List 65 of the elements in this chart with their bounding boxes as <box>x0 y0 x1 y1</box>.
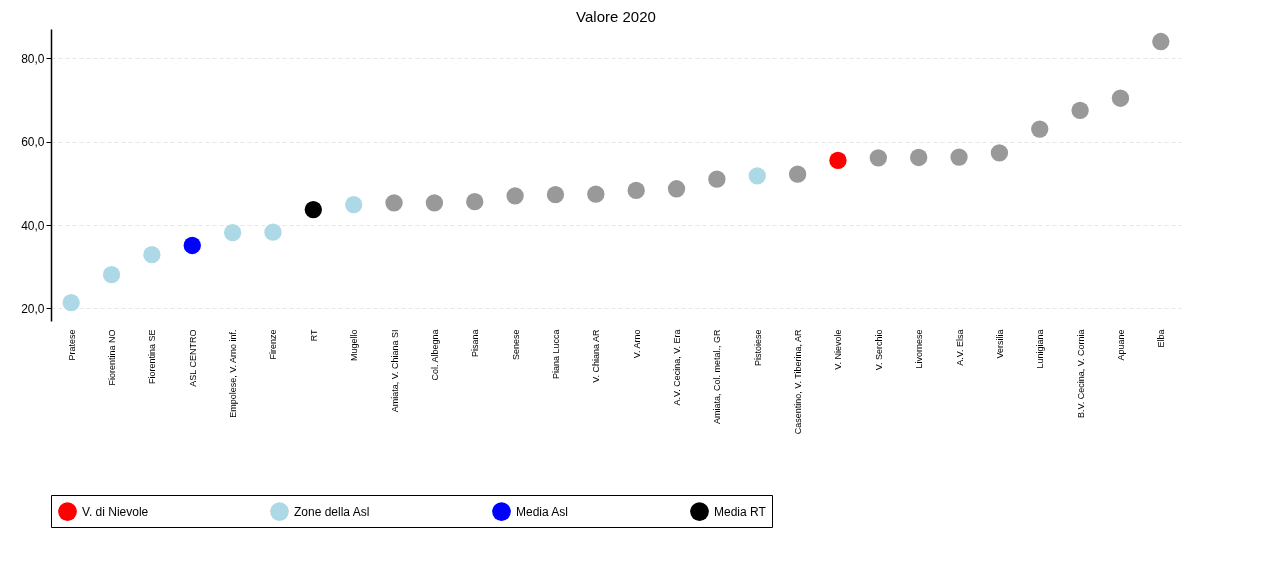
point <box>102 266 121 284</box>
point <box>264 223 282 241</box>
x-tick-label: Versilia <box>994 329 1005 359</box>
y-tick-label: 40,0 <box>21 218 45 233</box>
point <box>667 180 686 198</box>
point <box>587 185 605 203</box>
y-tick-label: 60,0 <box>21 135 45 150</box>
x-tick-label: Amiata, Col. metal., GR <box>712 329 723 425</box>
point <box>506 187 524 205</box>
point <box>183 236 201 255</box>
y-tick-label: 20,0 <box>21 301 45 316</box>
point <box>345 195 363 214</box>
point <box>788 165 807 183</box>
point <box>1152 32 1170 51</box>
point <box>950 148 968 166</box>
x-tick-label: Fiorentina SE <box>147 329 158 385</box>
x-tick-label: B.V. Cecina, V. Cornia <box>1075 329 1086 418</box>
legend-label: V. di Nievole <box>82 504 149 519</box>
x-tick-label: V. Arno <box>631 329 642 359</box>
x-tick-label: Pisana <box>470 329 481 358</box>
x-tick-label: RT <box>308 329 319 342</box>
x-tick-label: Elba <box>1156 329 1167 348</box>
point <box>385 194 403 212</box>
x-tick-label: V. Serchio <box>873 329 884 371</box>
x-tick-label: ASL CENTRO <box>187 329 198 387</box>
x-tick-label: Livornese <box>914 329 925 369</box>
point <box>1071 101 1089 119</box>
x-tick-label: Pistoiese <box>752 329 763 367</box>
point <box>425 194 444 212</box>
point <box>829 151 847 170</box>
x-tick-label: Piana Lucca <box>550 329 561 380</box>
x-tick-label: Fiorentina NO <box>107 329 118 386</box>
x-tick-label: V. Nievole <box>833 329 844 370</box>
x-tick-label: Lunigiana <box>1035 329 1046 369</box>
point <box>223 223 242 242</box>
point <box>869 149 887 167</box>
x-tick-label: Senese <box>510 329 521 361</box>
x-tick-label: V. Chiana AR <box>591 329 602 383</box>
point <box>627 181 645 200</box>
point <box>1111 89 1130 107</box>
point <box>143 246 161 264</box>
point <box>748 167 766 185</box>
x-tick-label: A.V. Cecina, V. Era <box>672 329 683 406</box>
point <box>546 185 565 204</box>
x-tick-label: A.V. Elsa <box>954 329 965 366</box>
x-tick-label: Pratese <box>66 329 77 361</box>
chart-title: Valore 2020 <box>576 8 656 25</box>
legend-label: Media Asl <box>516 504 569 519</box>
y-tick-label: 80,0 <box>21 51 45 66</box>
x-tick-label: Firenze <box>268 329 279 360</box>
legend-label: Media RT <box>714 504 767 519</box>
point <box>62 294 80 312</box>
point <box>910 148 928 167</box>
x-tick-label: Mugello <box>349 329 360 362</box>
x-tick-label: Col. Albegna <box>429 329 440 381</box>
x-tick-label: Empolese, V. Arno inf. <box>228 329 239 418</box>
x-tick-label: Casentino, V. Tiberina, AR <box>793 329 804 435</box>
point <box>304 200 322 219</box>
x-tick-label: Apuane <box>1115 329 1126 361</box>
point <box>1031 120 1049 138</box>
point <box>990 144 1009 162</box>
x-tick-label: Amiata, V. Chiana SI <box>389 329 400 413</box>
point <box>466 193 484 211</box>
legend-label: Zone della Asl <box>294 504 370 519</box>
point <box>708 170 726 188</box>
